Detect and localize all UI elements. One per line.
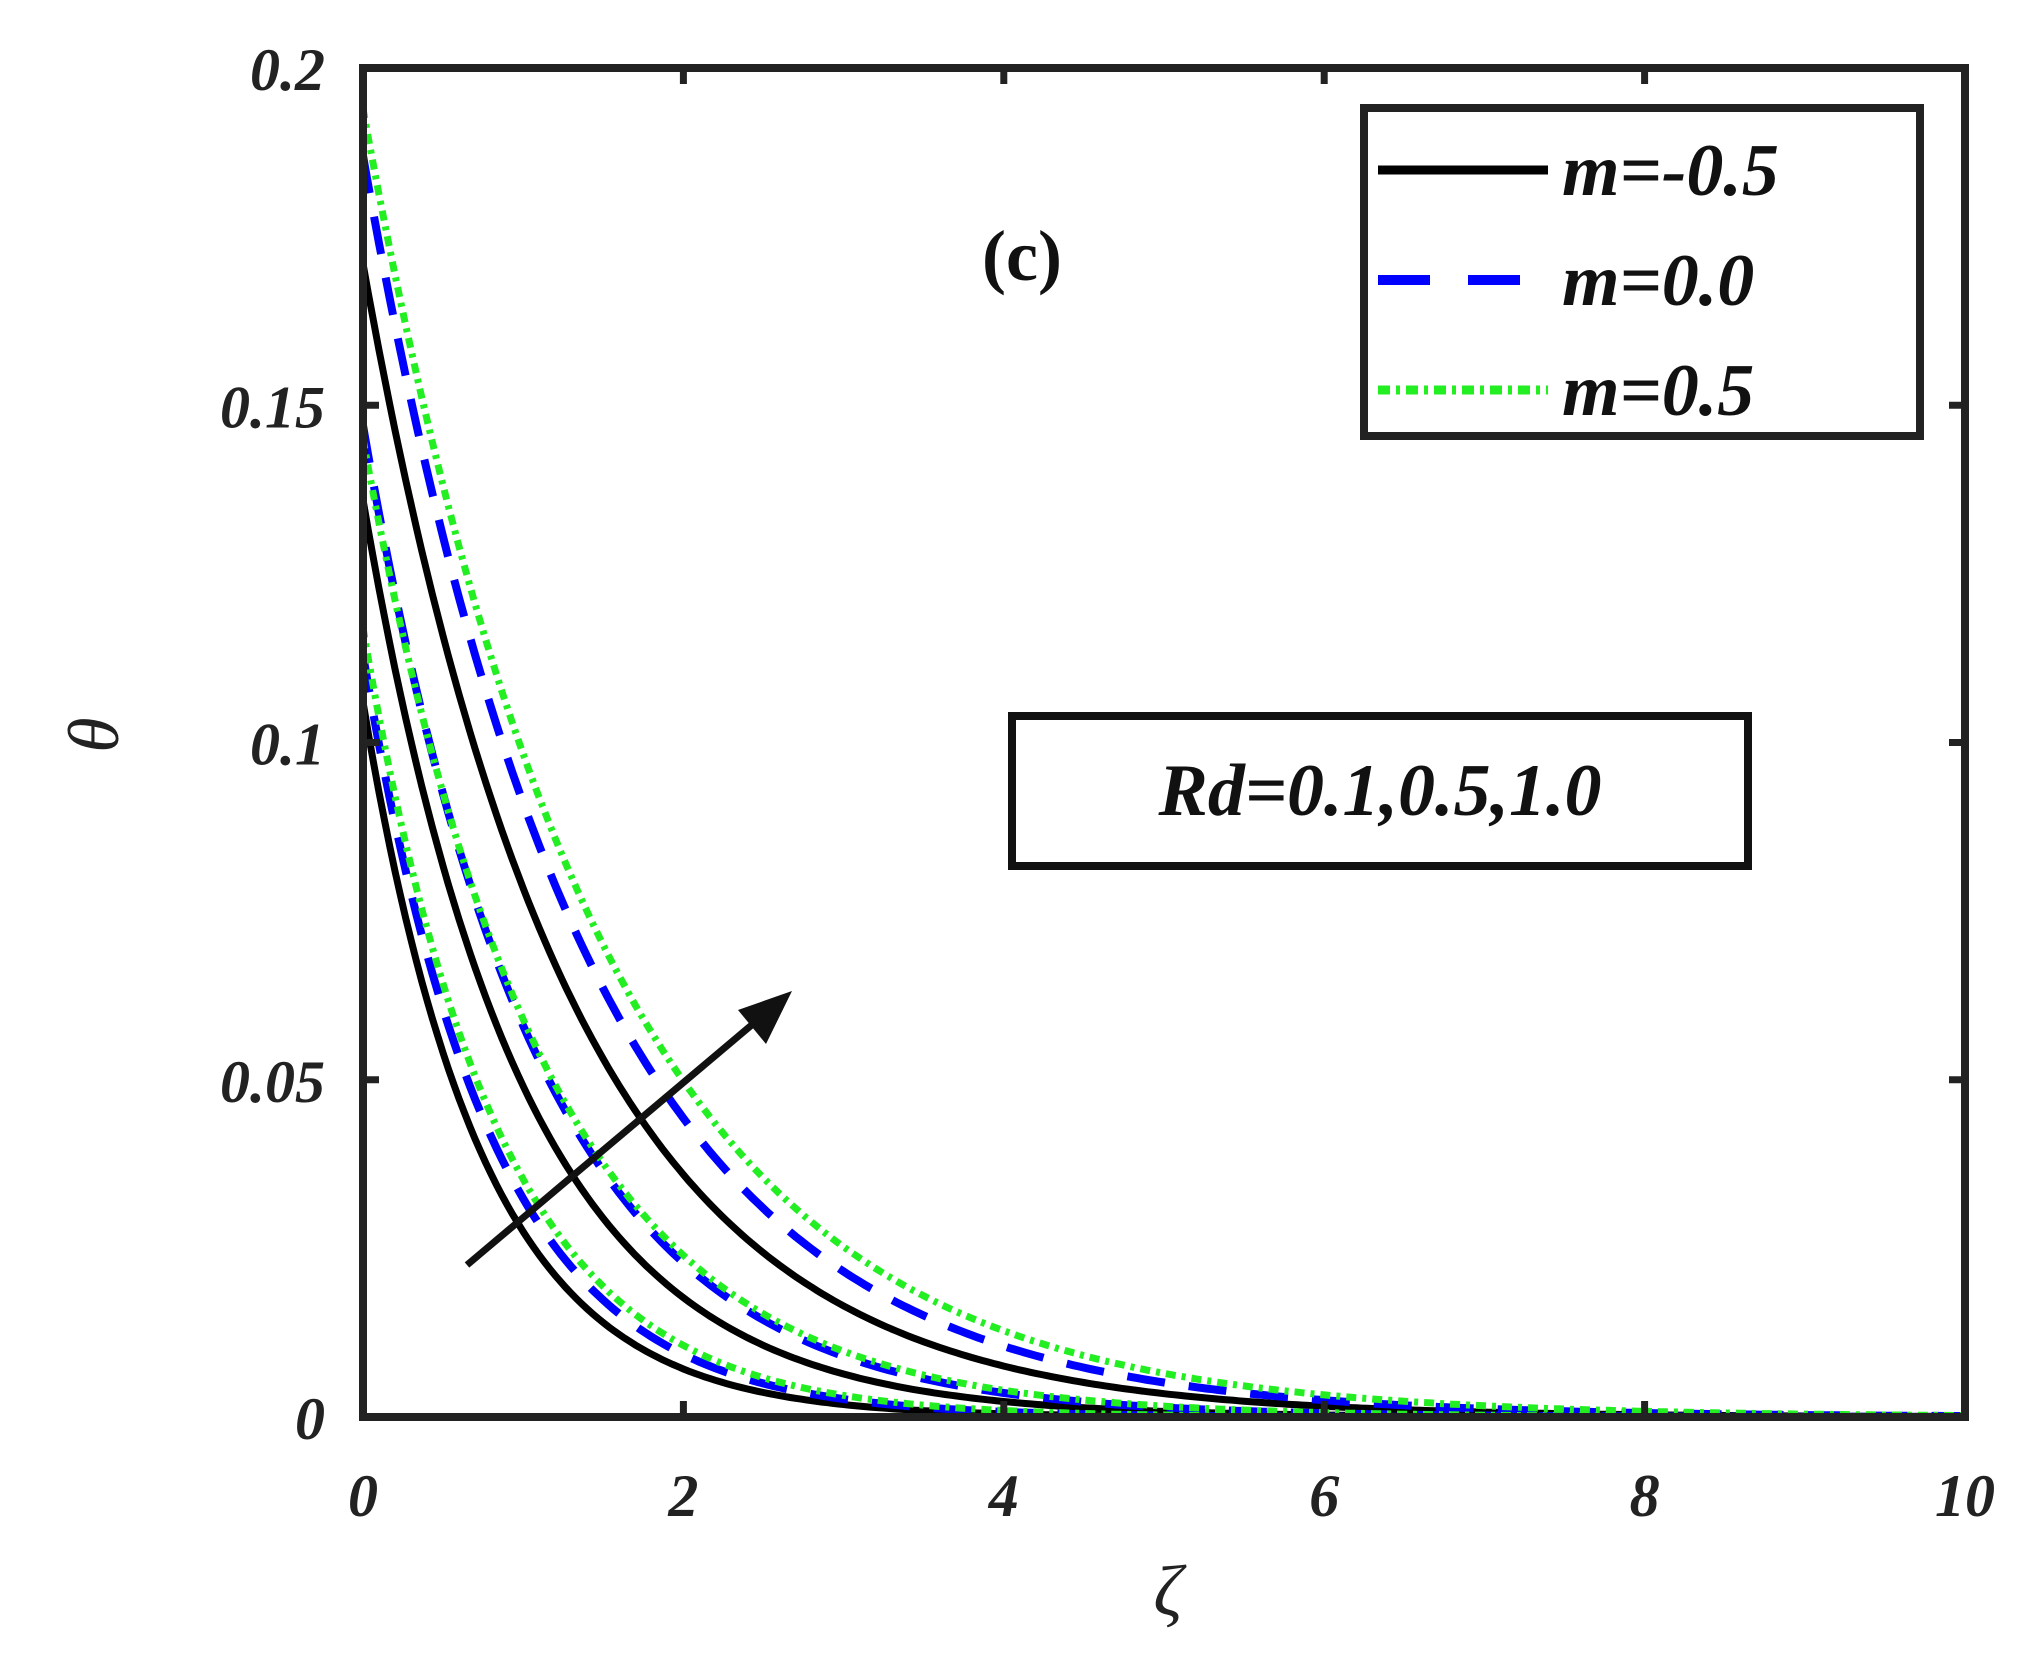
x-tick-label: 10 bbox=[1935, 1463, 1995, 1529]
curve-dotted-2 bbox=[359, 438, 1965, 1421]
increase-arrow-head bbox=[738, 991, 792, 1044]
parameter-box: Rd=0.1,0.5,1.0 bbox=[1008, 712, 1752, 870]
legend-frame bbox=[1360, 104, 1924, 440]
y-tick-label: 0.15 bbox=[220, 374, 325, 440]
curve-solid-2 bbox=[359, 499, 1965, 1421]
y-tick-label: 0.05 bbox=[220, 1049, 325, 1115]
x-axis-label: ζ bbox=[1153, 1551, 1187, 1631]
legend-label-dashed: m=0.0 bbox=[1562, 240, 1754, 322]
parameter-box-frame bbox=[1008, 712, 1752, 870]
legend: m=-0.5 m=0.0 m=0.5 bbox=[1360, 104, 1924, 440]
x-tick-label: 4 bbox=[988, 1463, 1019, 1529]
legend-label-dotted: m=0.5 bbox=[1562, 350, 1754, 432]
y-tick-label: 0 bbox=[295, 1386, 325, 1452]
curve-dashed-2 bbox=[359, 424, 1965, 1421]
y-tick-labels: 0 0.05 0.1 0.15 0.2 bbox=[220, 37, 325, 1452]
y-tick-label: 0.2 bbox=[250, 37, 325, 103]
x-tick-label: 0 bbox=[348, 1463, 378, 1529]
plot-frame bbox=[359, 64, 1969, 1421]
legend-label-solid: m=-0.5 bbox=[1562, 130, 1779, 212]
increase-arrow-shaft bbox=[464, 1015, 763, 1268]
x-tick-label: 2 bbox=[667, 1463, 698, 1529]
y-axis-label: θ bbox=[54, 717, 134, 752]
parameter-box-text: Rd=0.1,0.5,1.0 bbox=[1157, 750, 1601, 832]
panel-label: (c) bbox=[982, 216, 1062, 296]
y-tick-label: 0.1 bbox=[250, 712, 325, 778]
increase-arrow bbox=[464, 991, 792, 1268]
x-tick-label: 6 bbox=[1309, 1463, 1339, 1529]
x-tick-labels: 0 2 4 6 8 10 bbox=[348, 1463, 1995, 1529]
x-tick-label: 8 bbox=[1630, 1463, 1660, 1529]
